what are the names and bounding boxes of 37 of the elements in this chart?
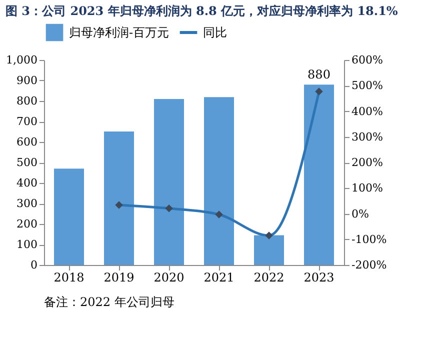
y2-tick-label: 400% [352, 104, 383, 118]
y-tick-label: 900 [16, 74, 38, 87]
x-tick-label: 2023 [304, 270, 334, 284]
bar [54, 168, 84, 265]
y2-tick-label: 300% [352, 130, 383, 144]
x-tick-label: 2020 [154, 270, 184, 284]
y-tick-label: 800 [16, 94, 38, 108]
y2-tick-label: 100% [352, 182, 383, 195]
y-tick-label: 300 [16, 197, 38, 210]
y-tick-label: 200 [16, 218, 38, 230]
x-tick-label: 2022 [254, 270, 284, 284]
x-tick-label: 2018 [54, 270, 84, 284]
y2-tick-label: 200% [352, 156, 383, 169]
bar [154, 98, 184, 265]
y-tick-label: 400 [16, 176, 38, 190]
text: 备注：2022 年公司归母 [44, 295, 174, 309]
data-label: 880 [308, 68, 330, 82]
chart-title: 图 3：公司 2023 年归母净利润为 8.8 亿元，对应归母净利率为 18.1% [6, 4, 398, 18]
bar [304, 84, 334, 265]
legend-label: 归母净利润-百万元 [69, 26, 170, 40]
y-tick-label: 500 [16, 156, 38, 169]
y2-tick-label: 0% [352, 207, 369, 220]
bar [254, 235, 284, 265]
legend-label: 同比 [203, 26, 227, 40]
x-tick-label: 2019 [104, 270, 134, 284]
y2-tick-label: 600% [352, 54, 383, 66]
bar [104, 132, 134, 265]
y-tick-label: 1,000 [6, 54, 38, 66]
x-tick-label: 2021 [204, 270, 234, 284]
y-tick-label: 0 [30, 258, 38, 272]
y-tick-label: 600 [16, 136, 38, 148]
y-tick-label: 700 [16, 115, 38, 128]
bar [204, 97, 234, 265]
y2-tick-label: -200% [352, 258, 387, 272]
y2-tick-label: -100% [352, 232, 387, 246]
y2-tick-label: 500% [352, 79, 383, 92]
y-tick-label: 100 [16, 238, 38, 251]
